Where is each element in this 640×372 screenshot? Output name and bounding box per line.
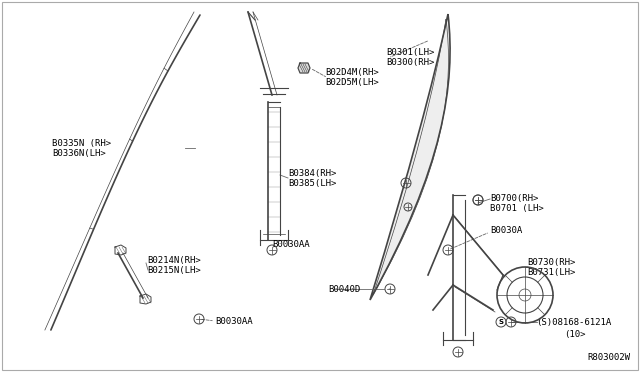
Text: B0040D: B0040D — [328, 285, 360, 294]
Text: B0385(LH>: B0385(LH> — [288, 179, 337, 187]
Text: B0300(RH>: B0300(RH> — [386, 58, 435, 67]
Text: B0700(RH>: B0700(RH> — [490, 193, 538, 202]
PathPatch shape — [370, 14, 450, 300]
Text: B02D4M(RH>: B02D4M(RH> — [325, 67, 379, 77]
Text: B0336N(LH>: B0336N(LH> — [52, 148, 106, 157]
Text: B0214N(RH>: B0214N(RH> — [147, 256, 201, 264]
Text: B02D5M(LH>: B02D5M(LH> — [325, 77, 379, 87]
Text: (10>: (10> — [564, 330, 586, 339]
Text: B0335N (RH>: B0335N (RH> — [52, 138, 111, 148]
Text: R803002W: R803002W — [587, 353, 630, 362]
Text: B0215N(LH>: B0215N(LH> — [147, 266, 201, 275]
Text: B0384(RH>: B0384(RH> — [288, 169, 337, 177]
Text: (S)08168-6121A: (S)08168-6121A — [536, 317, 611, 327]
Text: S: S — [499, 319, 504, 325]
Text: B0030A: B0030A — [490, 225, 522, 234]
Text: B0301(LH>: B0301(LH> — [386, 48, 435, 57]
Text: B0731(LH>: B0731(LH> — [527, 269, 575, 278]
Text: B0030AA: B0030AA — [272, 240, 310, 248]
Text: B0701 (LH>: B0701 (LH> — [490, 203, 544, 212]
Text: B0730(RH>: B0730(RH> — [527, 259, 575, 267]
Text: B0030AA: B0030AA — [215, 317, 253, 326]
Polygon shape — [298, 63, 310, 73]
